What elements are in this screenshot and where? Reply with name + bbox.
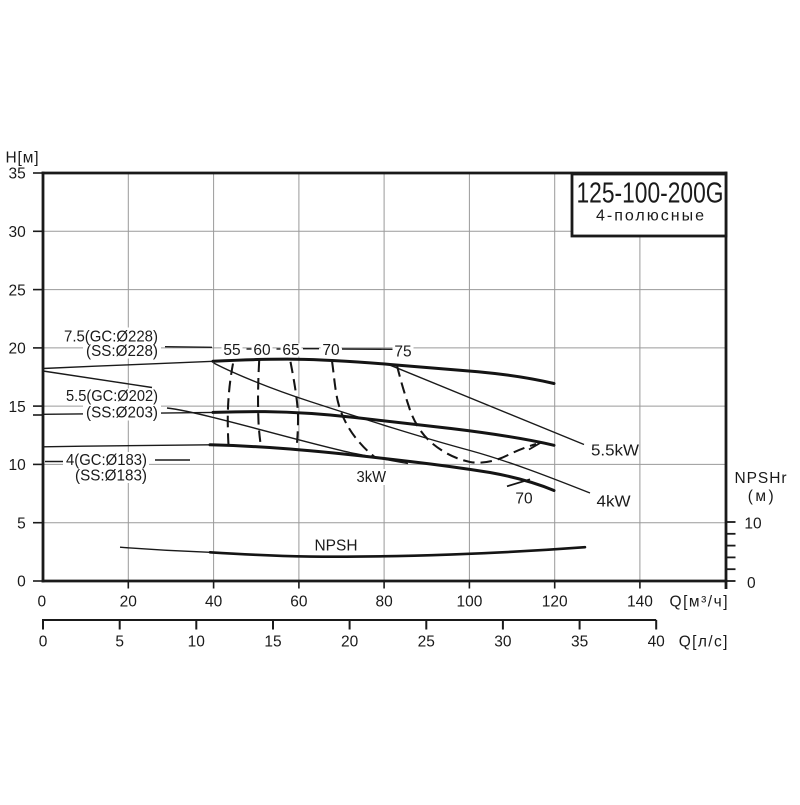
svg-text:65: 65 [282,342,299,359]
svg-text:4kW: 4kW [597,494,631,511]
svg-text:4-полюсные: 4-полюсные [596,208,704,225]
svg-text:(SS:Ø203): (SS:Ø203) [86,405,158,422]
svg-text:20: 20 [9,341,27,358]
svg-text:40: 40 [648,633,666,650]
svg-text:(SS:Ø183): (SS:Ø183) [75,467,147,484]
svg-text:NPSH: NPSH [315,538,358,555]
svg-text:7.5(GC:Ø228): 7.5(GC:Ø228) [64,329,158,346]
svg-text:10: 10 [744,516,762,533]
svg-text:5.5(GC:Ø202): 5.5(GC:Ø202) [66,388,158,405]
svg-text:25: 25 [9,282,26,299]
svg-text:10: 10 [188,633,206,650]
svg-text:35: 35 [571,633,588,650]
svg-text:140: 140 [627,594,653,611]
svg-text:125-100-200G: 125-100-200G [577,178,724,210]
svg-text:75: 75 [394,344,411,361]
svg-text:15: 15 [264,633,281,650]
svg-text:25: 25 [418,633,435,650]
svg-text:15: 15 [9,399,26,416]
svg-text:3kW: 3kW [357,469,387,486]
svg-text:20: 20 [341,633,359,650]
svg-text:35: 35 [9,166,26,183]
svg-text:30: 30 [9,224,27,241]
svg-text:120: 120 [542,594,568,611]
svg-text:0: 0 [17,574,26,591]
svg-text:60: 60 [290,594,308,611]
svg-text:40: 40 [205,594,223,611]
svg-text:60: 60 [253,342,271,359]
svg-text:Q[л/с]: Q[л/с] [679,633,728,650]
svg-text:(м): (м) [748,488,774,505]
svg-text:5: 5 [115,633,124,650]
svg-text:5: 5 [17,515,26,532]
svg-text:H[м]: H[м] [6,150,39,167]
svg-text:55: 55 [223,342,240,359]
svg-text:4(GC:Ø183): 4(GC:Ø183) [66,452,147,469]
svg-text:10: 10 [9,457,27,474]
svg-text:0: 0 [747,575,756,592]
svg-text:0: 0 [37,594,46,611]
svg-text:100: 100 [456,594,482,611]
svg-text:70: 70 [515,490,533,507]
svg-text:0: 0 [39,633,48,650]
svg-text:80: 80 [375,594,393,611]
svg-text:(SS:Ø228): (SS:Ø228) [86,343,158,360]
svg-text:NPSHr: NPSHr [735,470,787,487]
svg-text:70: 70 [322,342,340,359]
svg-text:5.5kW: 5.5kW [591,443,639,460]
svg-text:Q[м³/ч]: Q[м³/ч] [670,594,728,611]
svg-text:20: 20 [120,594,138,611]
svg-text:30: 30 [494,633,512,650]
